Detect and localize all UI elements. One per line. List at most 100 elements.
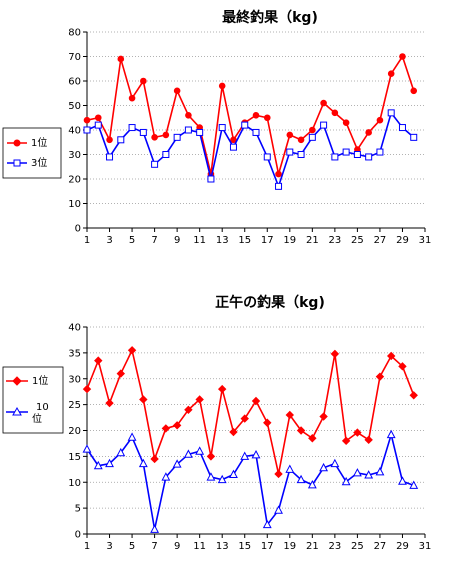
data-point (195, 395, 204, 404)
data-point (94, 121, 102, 129)
data-point (184, 126, 192, 134)
data-point (410, 133, 418, 141)
data-point (195, 446, 205, 455)
data-point (105, 458, 114, 468)
x-tick-label: 7 (151, 541, 157, 552)
x-tick-label: 17 (261, 541, 274, 552)
data-point (320, 99, 327, 107)
y-tick-label: 10 (68, 478, 81, 489)
data-point (218, 82, 226, 90)
x-tick-label: 17 (261, 235, 274, 246)
data-point (399, 53, 406, 60)
data-point (173, 87, 181, 95)
data-point (364, 435, 373, 445)
data-point (140, 77, 147, 85)
data-point (386, 351, 396, 361)
data-point (116, 447, 126, 457)
data-point (342, 148, 350, 156)
chart1-legend-label-2: 3位 (31, 156, 47, 169)
data-point (127, 432, 137, 441)
chart2-x-tick-labels: 1 3 5 7 9 11 13 15 17 19 21 23 25 27 29 31 (84, 541, 432, 552)
data-point (150, 524, 160, 533)
data-point (296, 474, 306, 484)
x-tick-label: 3 (106, 235, 112, 246)
data-point (375, 467, 385, 476)
chart1-legend-box (2, 127, 62, 179)
x-tick-label: 21 (306, 235, 319, 246)
data-point (94, 114, 102, 122)
x-tick-label: 25 (351, 235, 364, 246)
data-point (263, 114, 271, 122)
data-point (127, 346, 137, 355)
chart2-legend-label-1: 1位 (32, 374, 48, 387)
data-point (307, 479, 317, 489)
data-point (218, 124, 226, 132)
data-point (151, 134, 158, 141)
data-point (117, 136, 125, 144)
data-point (105, 398, 114, 408)
data-point (172, 421, 182, 430)
data-point (309, 126, 316, 134)
data-point (398, 362, 407, 371)
data-point (297, 151, 305, 158)
data-point (319, 462, 329, 472)
x-tick-label: 11 (193, 235, 206, 246)
x-tick-label: 1 (84, 235, 90, 246)
data-point (252, 112, 260, 119)
chart2-legend-label-2: 10 位 (32, 402, 49, 425)
data-point (341, 436, 351, 446)
data-point (353, 428, 362, 437)
y-tick-label: 15 (68, 452, 81, 463)
data-point (172, 459, 182, 468)
data-point (116, 369, 126, 378)
data-point (274, 505, 283, 514)
data-point (352, 468, 362, 477)
data-point (217, 474, 227, 484)
x-tick-label: 31 (419, 235, 432, 246)
data-point (184, 405, 193, 415)
y-tick-label: 0 (75, 224, 81, 235)
chart1-x-tick-labels: 1 3 5 7 9 11 13 15 17 19 21 23 25 27 29 31 (84, 235, 432, 246)
data-point (262, 519, 272, 529)
data-point (297, 136, 305, 144)
data-point (196, 128, 204, 136)
data-point (398, 124, 406, 132)
data-point (263, 153, 271, 161)
data-point (286, 131, 294, 139)
x-tick-label: 25 (351, 541, 364, 552)
x-tick-label: 21 (306, 541, 319, 552)
data-point (128, 94, 136, 102)
y-tick-label: 40 (68, 126, 81, 137)
x-tick-label: 5 (129, 541, 135, 552)
chart2-legend-marker-2 (12, 406, 22, 416)
x-tick-label: 13 (216, 235, 229, 246)
data-point (308, 434, 317, 443)
data-point (229, 427, 238, 437)
y-tick-label: 50 (68, 101, 81, 112)
chart2-legend: 1位 10 位 (2, 366, 64, 434)
data-point (410, 87, 418, 95)
chart2-legend-box (2, 366, 64, 434)
chart1-legend: 1位 3位 (2, 127, 62, 179)
data-point (398, 476, 407, 485)
chart1-series (83, 53, 418, 190)
data-point (94, 356, 103, 365)
data-point (330, 349, 340, 359)
data-point (353, 151, 361, 158)
y-tick-label: 30 (68, 150, 81, 161)
data-point (150, 454, 159, 464)
data-point (106, 153, 114, 161)
x-tick-label: 27 (374, 541, 387, 552)
data-point (240, 451, 250, 460)
data-point (409, 480, 419, 489)
data-point (365, 153, 373, 161)
data-point (365, 129, 372, 136)
x-tick-label: 19 (283, 541, 296, 552)
data-point (230, 136, 237, 144)
data-point (139, 128, 147, 136)
x-tick-label: 1 (84, 541, 90, 552)
x-tick-label: 3 (106, 541, 112, 552)
x-tick-label: 23 (328, 541, 341, 552)
chart2-y-tick-labels: 0 5 10 15 20 25 30 35 40 (68, 323, 81, 541)
data-point (251, 449, 261, 459)
